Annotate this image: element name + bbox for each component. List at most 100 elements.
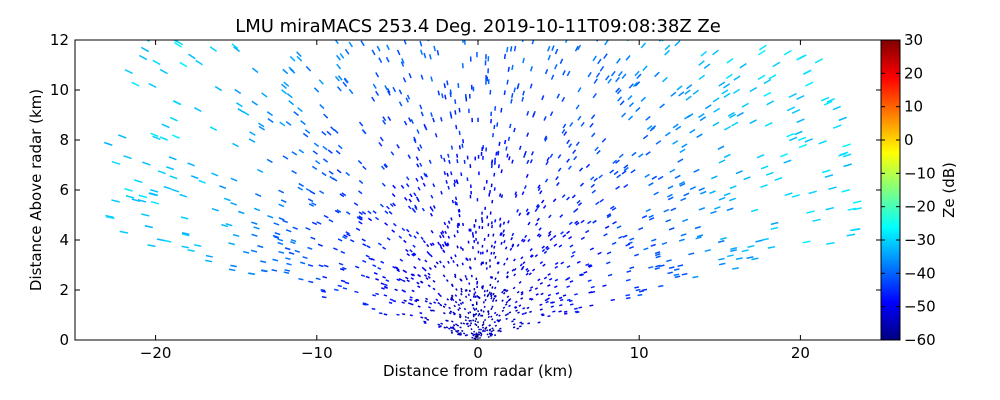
radar-gate: [371, 49, 376, 56]
radar-gate: [493, 160, 496, 165]
radar-gate: [338, 262, 344, 266]
radar-gate: [251, 100, 259, 106]
radar-gate: [361, 211, 367, 215]
radar-gate: [291, 169, 297, 175]
radar-gate: [577, 115, 582, 121]
radar-gate: [468, 319, 471, 323]
radar-gate: [456, 324, 460, 327]
radar-gate: [440, 154, 443, 159]
radar-gate: [482, 155, 484, 160]
radar-gate: [590, 285, 595, 289]
radar-gate: [362, 303, 367, 306]
radar-gate: [299, 261, 306, 265]
radar-gate: [445, 326, 449, 329]
radar-gate: [607, 273, 613, 277]
radar-gate: [650, 243, 656, 247]
radar-gate: [764, 121, 773, 127]
radar-gate: [549, 111, 554, 117]
radar-gate: [391, 229, 396, 233]
radar-gate: [710, 175, 718, 180]
radar-gate: [319, 104, 325, 110]
radar-gate: [383, 313, 388, 316]
radar-gate: [511, 320, 514, 323]
radar-gate: [456, 245, 459, 249]
radar-gate: [573, 209, 578, 213]
radar-gate: [487, 56, 490, 62]
radar-gate: [479, 331, 482, 334]
radar-gate: [575, 104, 580, 110]
radar-gate: [296, 51, 302, 58]
radar-gate: [406, 228, 410, 233]
colorbar-tick-label: −40: [904, 264, 936, 282]
radar-gate: [470, 1, 472, 7]
radar-gate: [477, 295, 480, 299]
radar-gate: [454, 254, 457, 258]
radar-gate: [575, 221, 580, 226]
radar-gate: [461, 63, 464, 69]
radar-gate: [559, 298, 564, 302]
radar-gate: [491, 318, 494, 321]
radar-gate: [434, 133, 438, 138]
radar-gate: [441, 93, 444, 99]
radar-gate: [655, 140, 662, 145]
radar-gate: [571, 194, 576, 199]
colorbar-label: Ze (dB): [940, 162, 958, 218]
radar-gate: [387, 116, 392, 122]
radar-gate: [625, 243, 631, 247]
radar-gate: [489, 89, 492, 95]
radar-gate: [549, 153, 554, 158]
radar-gate: [256, 168, 264, 174]
radar-gate: [622, 234, 628, 238]
radar-gate: [678, 91, 685, 97]
radar-gate: [207, 16, 214, 22]
radar-gate: [357, 190, 363, 195]
radar-gate: [566, 265, 571, 269]
radar-gate: [277, 241, 284, 246]
radar-gate: [516, 208, 519, 213]
radar-gate: [417, 186, 421, 191]
radar-gate: [193, 107, 202, 113]
radar-gate: [382, 246, 387, 250]
radar-gate: [375, 292, 380, 296]
radar-gate: [458, 315, 462, 319]
radar-gate: [770, 221, 779, 226]
radar-gate: [526, 269, 530, 273]
radar-gate: [634, 286, 640, 289]
radar-gate: [372, 83, 377, 89]
radar-gate: [505, 257, 509, 261]
radar-gate: [444, 230, 447, 235]
radar-gate: [338, 0, 343, 4]
radar-gate: [681, 272, 688, 276]
radar-gate: [420, 175, 424, 180]
radar-gate: [616, 225, 622, 229]
radar-gate: [570, 254, 575, 258]
radar-gate: [455, 288, 458, 291]
radar-gate: [730, 247, 738, 251]
radar-gate: [417, 285, 421, 289]
radar-gate: [163, 185, 172, 190]
radar-gate: [502, 288, 506, 292]
radar-gate: [494, 157, 497, 162]
radar-gate: [752, 40, 761, 41]
radar-gate: [225, 223, 233, 227]
radar-gate: [261, 269, 268, 273]
radar-gate: [664, 49, 671, 56]
radar-gate: [406, 279, 410, 283]
radar-gate: [447, 260, 450, 264]
radar-gate: [478, 171, 480, 176]
radar-gate: [727, 111, 735, 117]
radar-gate: [424, 173, 428, 178]
radar-gate: [557, 167, 562, 172]
radar-gate: [457, 303, 461, 307]
radar-gate: [484, 60, 487, 66]
radar-gate: [328, 218, 334, 223]
radar-gate: [358, 215, 363, 219]
radar-gate: [420, 316, 424, 319]
radar-gate: [529, 310, 532, 313]
radar-gate: [487, 315, 490, 319]
radar-gate: [654, 251, 661, 255]
radar-gate: [483, 329, 487, 333]
radar-gate: [405, 183, 410, 188]
radar-gate: [537, 184, 541, 189]
radar-gate: [569, 303, 574, 306]
